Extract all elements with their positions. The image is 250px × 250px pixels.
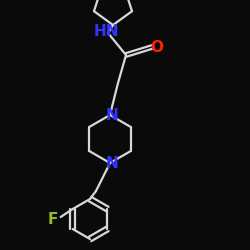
Text: HN: HN xyxy=(93,24,119,40)
Text: N: N xyxy=(106,108,118,122)
Text: O: O xyxy=(150,40,164,54)
Text: N: N xyxy=(106,156,118,170)
Text: F: F xyxy=(48,212,58,226)
